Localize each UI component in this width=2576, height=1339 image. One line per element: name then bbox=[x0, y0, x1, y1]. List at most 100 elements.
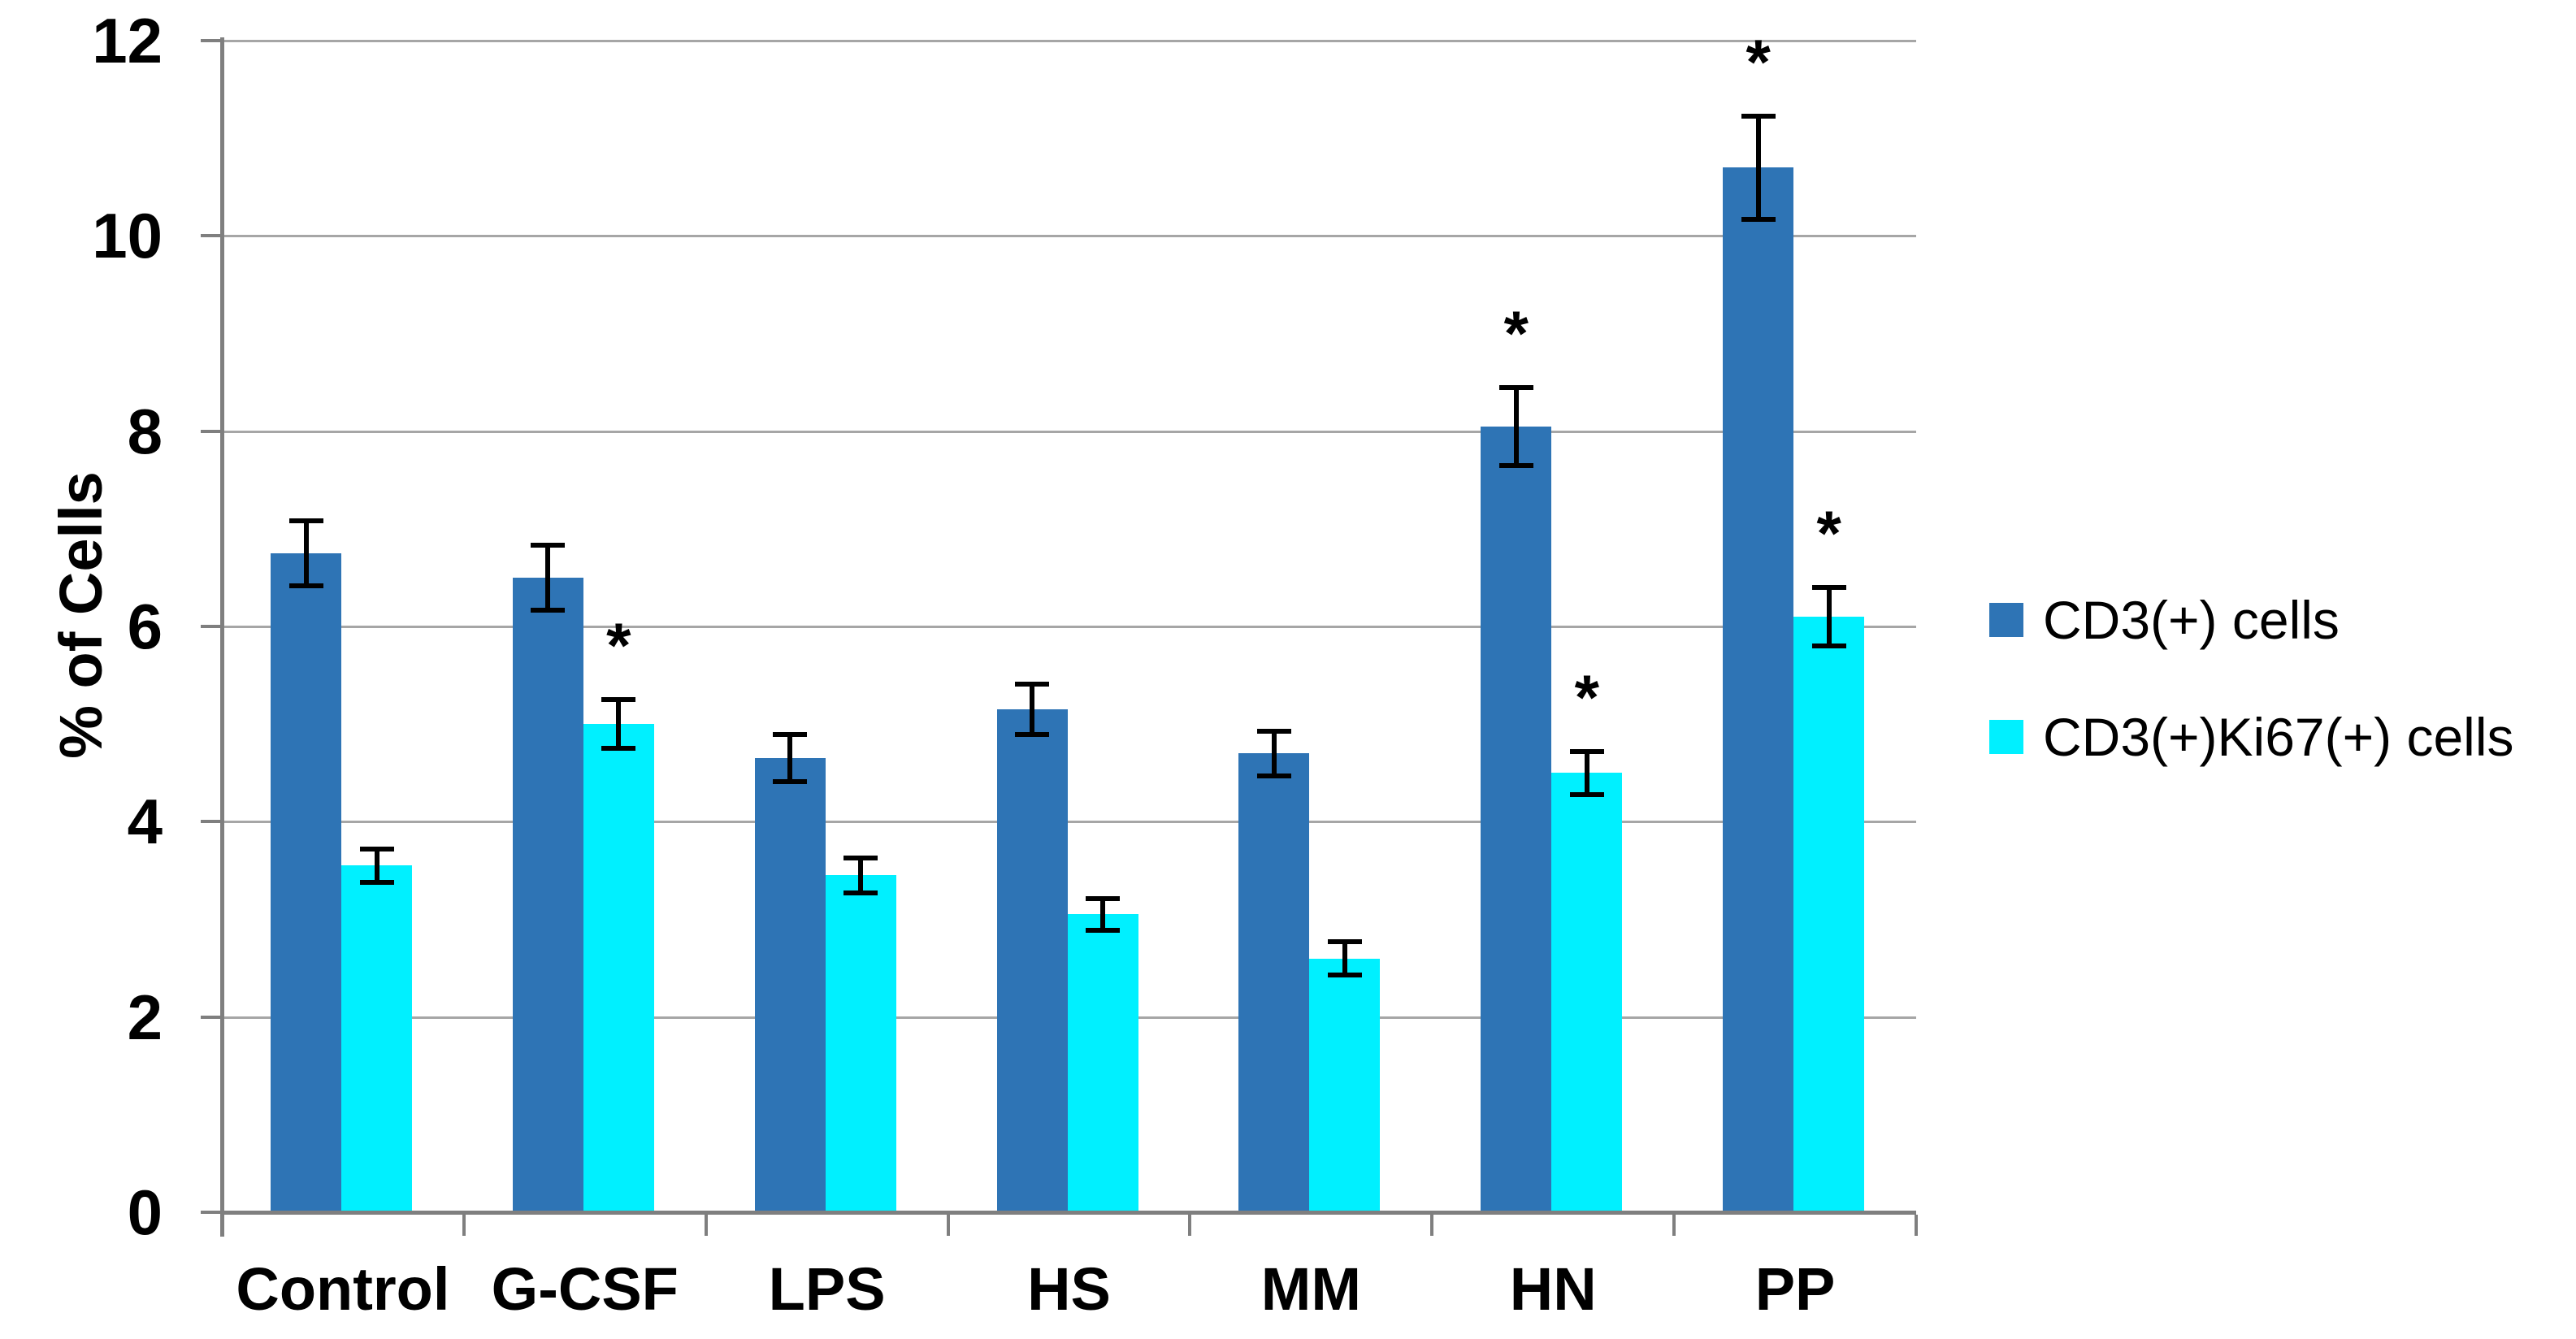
gridline-y-6 bbox=[222, 626, 1916, 628]
bar-CD3Ki67cells-MM bbox=[1309, 958, 1381, 1212]
x-axis-tick-5 bbox=[1430, 1215, 1434, 1236]
error-bar-line-Control-s1 bbox=[374, 848, 379, 882]
error-bar-line-HN-s0 bbox=[1513, 387, 1519, 466]
error-bar-cap-bottom-MM-s0 bbox=[1256, 773, 1291, 778]
x-axis-label-PP: PP bbox=[1754, 1255, 1836, 1323]
y-axis-label-10: 10 bbox=[92, 200, 163, 272]
significance-star-HN-s1: * bbox=[1574, 661, 1599, 733]
significance-star-HN-s0: * bbox=[1503, 297, 1529, 369]
error-bar-cap-top-G-CSF-s1 bbox=[601, 697, 636, 703]
error-bar-cap-bottom-HS-s1 bbox=[1086, 927, 1121, 933]
error-bar-line-PP-s0 bbox=[1755, 115, 1761, 219]
error-bar-cap-top-PP-s0 bbox=[1741, 113, 1776, 119]
bar-CD3cells-G-CSF bbox=[512, 577, 583, 1212]
x-axis-label-HS: HS bbox=[1027, 1255, 1111, 1323]
error-bar-line-HS-s1 bbox=[1100, 899, 1106, 930]
error-bar-cap-bottom-G-CSF-s0 bbox=[531, 607, 566, 613]
x-axis-tick-7 bbox=[1915, 1215, 1918, 1236]
error-bar-cap-top-HN-s0 bbox=[1498, 384, 1533, 390]
error-bar-line-HS-s0 bbox=[1030, 683, 1035, 735]
legend-swatch-icon bbox=[1989, 603, 2023, 637]
error-bar-cap-top-MM-s1 bbox=[1327, 939, 1362, 945]
error-bar-line-MM-s0 bbox=[1271, 730, 1277, 776]
y-axis-tick-6 bbox=[201, 625, 222, 628]
y-axis-label-2: 2 bbox=[127, 981, 163, 1053]
y-axis-tick-12 bbox=[201, 39, 222, 42]
error-bar-cap-bottom-HN-s1 bbox=[1569, 791, 1604, 797]
error-bar-cap-top-MM-s0 bbox=[1256, 728, 1291, 734]
gridline-y-8 bbox=[222, 430, 1916, 433]
error-bar-cap-top-PP-s1 bbox=[1811, 584, 1846, 590]
error-bar-cap-bottom-HN-s0 bbox=[1498, 462, 1533, 468]
error-bar-cap-bottom-HS-s0 bbox=[1015, 732, 1050, 738]
error-bar-cap-bottom-LPS-s0 bbox=[773, 779, 808, 785]
error-bar-cap-bottom-PP-s1 bbox=[1811, 644, 1846, 649]
y-axis-tick-4 bbox=[201, 820, 222, 824]
error-bar-cap-bottom-Control-s0 bbox=[288, 583, 323, 588]
error-bar-cap-top-Control-s1 bbox=[359, 846, 394, 852]
error-bar-cap-top-Control-s0 bbox=[288, 518, 323, 524]
error-bar-cap-top-HS-s0 bbox=[1015, 681, 1050, 687]
bar-CD3cells-Control bbox=[271, 552, 341, 1212]
error-bar-line-HN-s1 bbox=[1584, 751, 1589, 795]
bar-CD3cells-HS bbox=[996, 709, 1068, 1212]
bar-CD3cells-MM bbox=[1238, 753, 1310, 1212]
bar-CD3cells-HN bbox=[1481, 426, 1552, 1212]
x-axis-tick-6 bbox=[1672, 1215, 1676, 1236]
error-bar-line-Control-s0 bbox=[303, 521, 309, 586]
error-bar-cap-top-HS-s1 bbox=[1086, 896, 1121, 902]
bar-CD3cells-LPS bbox=[754, 758, 826, 1212]
error-bar-cap-top-LPS-s0 bbox=[773, 732, 808, 738]
legend-swatch-icon bbox=[1989, 720, 2023, 754]
legend-item-0: CD3(+) cells bbox=[1989, 592, 2340, 648]
bar-CD3Ki67cells-G-CSF bbox=[583, 724, 654, 1212]
error-bar-cap-bottom-G-CSF-s1 bbox=[601, 746, 636, 752]
gridline-y-10 bbox=[222, 235, 1916, 238]
bar-CD3Ki67cells-HN bbox=[1551, 773, 1623, 1212]
x-axis-tick-0 bbox=[220, 1215, 223, 1236]
error-bar-line-G-CSF-s0 bbox=[545, 545, 551, 610]
y-axis-label-0: 0 bbox=[127, 1176, 163, 1248]
bar-CD3Ki67cells-PP bbox=[1793, 616, 1865, 1212]
y-axis-tick-8 bbox=[201, 429, 222, 433]
x-axis-line bbox=[222, 1211, 1916, 1215]
error-bar-cap-bottom-LPS-s1 bbox=[843, 890, 878, 896]
y-axis-label-12: 12 bbox=[92, 5, 163, 76]
gridline-y-12 bbox=[222, 40, 1916, 42]
error-bar-line-LPS-s1 bbox=[858, 857, 864, 894]
significance-star-PP-s1: * bbox=[1816, 496, 1841, 569]
y-axis-tick-0 bbox=[201, 1211, 222, 1214]
x-axis-tick-4 bbox=[1188, 1215, 1192, 1236]
y-axis-label-6: 6 bbox=[127, 591, 163, 662]
legend-label: CD3(+)Ki67(+) cells bbox=[2043, 707, 2514, 767]
bar-CD3Ki67cells-HS bbox=[1067, 914, 1138, 1212]
error-bar-cap-bottom-Control-s1 bbox=[359, 879, 394, 885]
x-axis-label-HN: HN bbox=[1509, 1255, 1597, 1323]
x-axis-label-G-CSF: G-CSF bbox=[491, 1255, 679, 1323]
x-axis-tick-1 bbox=[462, 1215, 466, 1236]
legend-item-1: CD3(+)Ki67(+) cells bbox=[1989, 708, 2514, 765]
y-axis-tick-2 bbox=[201, 1015, 222, 1019]
significance-star-G-CSF-s1: * bbox=[606, 609, 631, 682]
error-bar-cap-bottom-MM-s1 bbox=[1327, 972, 1362, 977]
x-axis-tick-3 bbox=[946, 1215, 950, 1236]
y-axis-label-4: 4 bbox=[127, 786, 163, 858]
x-axis-label-Control: Control bbox=[236, 1255, 450, 1323]
error-bar-cap-bottom-PP-s0 bbox=[1741, 216, 1776, 222]
error-bar-cap-top-LPS-s1 bbox=[843, 855, 878, 860]
legend-label: CD3(+) cells bbox=[2043, 590, 2340, 650]
x-axis-label-LPS: LPS bbox=[768, 1255, 886, 1323]
error-bar-line-PP-s1 bbox=[1826, 587, 1832, 647]
x-axis-label-MM: MM bbox=[1260, 1255, 1361, 1323]
gridline-y-4 bbox=[222, 821, 1916, 824]
y-axis-label-8: 8 bbox=[127, 395, 163, 467]
y-axis-tick-10 bbox=[201, 234, 222, 238]
error-bar-cap-top-G-CSF-s0 bbox=[531, 543, 566, 548]
y-axis-line bbox=[220, 37, 224, 1237]
bar-CD3Ki67cells-LPS bbox=[825, 875, 896, 1212]
x-axis-tick-2 bbox=[704, 1215, 708, 1236]
significance-star-PP-s0: * bbox=[1746, 25, 1771, 98]
error-bar-line-G-CSF-s1 bbox=[616, 700, 622, 749]
error-bar-line-MM-s1 bbox=[1342, 942, 1347, 975]
